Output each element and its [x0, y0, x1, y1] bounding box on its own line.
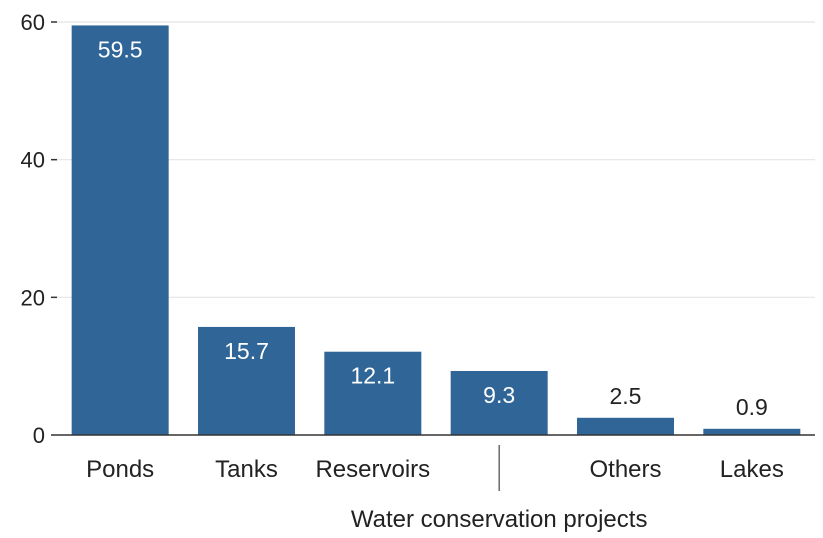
data-label-others: 2.5 [610, 383, 642, 409]
bar-ponds [71, 25, 169, 436]
category-label-others: Others [589, 456, 661, 483]
y-tick-label-60: 60 [21, 10, 45, 35]
category-label-lakes: Lakes [720, 456, 784, 483]
data-label-reservoirs: 12.1 [350, 363, 395, 389]
gridlines [57, 21, 815, 298]
bar-reservoirs [324, 351, 422, 435]
data-label-water-conservation-projects: 9.3 [483, 382, 515, 408]
category-label-water-conservation-projects: Water conservation projects [351, 506, 648, 533]
category-label-tanks: Tanks [215, 456, 278, 483]
bar-lakes [703, 428, 801, 435]
y-axis-ticks: 0 20 40 60 [21, 10, 57, 448]
bar-water-conservation-projects [450, 370, 548, 435]
bar-others [577, 417, 674, 435]
category-label-reservoirs: Reservoirs [315, 456, 430, 483]
bars [71, 25, 801, 436]
y-tick-label-20: 20 [21, 285, 45, 310]
category-label-ponds: Ponds [86, 456, 154, 483]
y-tick-label-40: 40 [21, 148, 45, 173]
data-labels: 59.5 15.7 12.1 9.3 2.5 0.9 [98, 36, 768, 419]
category-labels: Ponds Tanks Reservoirs Water conservation p… [86, 445, 784, 533]
data-label-lakes: 0.9 [736, 394, 768, 420]
data-label-ponds: 59.5 [98, 36, 143, 62]
bar-tanks [198, 326, 295, 435]
y-tick-label-0: 0 [33, 423, 45, 448]
data-label-tanks: 15.7 [224, 338, 269, 364]
